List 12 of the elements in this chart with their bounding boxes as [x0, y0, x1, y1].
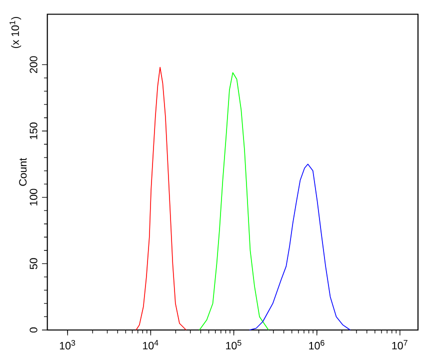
- x-tick-label: 10$^{6}$: [309, 340, 324, 350]
- y-tick-label: 100: [30, 188, 38, 206]
- y-tick-label: 50: [30, 258, 38, 270]
- x-tick-label: 10$^{7}$: [392, 340, 408, 350]
- x-tick-label: 10$^{5}$: [226, 340, 242, 350]
- x-tick-label: 10$^{3}$: [60, 340, 76, 350]
- x-tick-label: 10$^{4}$: [143, 340, 158, 350]
- y-tick-label: 150: [30, 122, 38, 140]
- text: (x 10$^{1}$): [10, 16, 22, 48]
- y-axis-title: Count: [19, 158, 27, 186]
- y-tick-label: 0: [30, 327, 38, 333]
- y-tick-label: 200: [30, 56, 38, 74]
